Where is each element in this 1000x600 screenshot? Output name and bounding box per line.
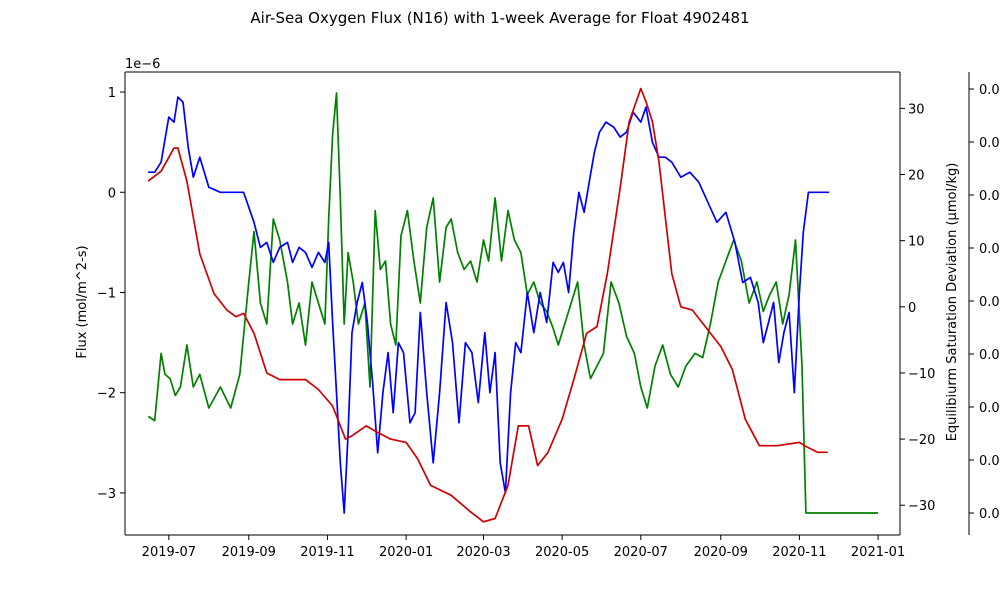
x-tick-label: 2019-07: [142, 545, 196, 560]
x-tick-label: 2020-01: [379, 545, 433, 560]
right-tick-label: 10: [908, 235, 925, 250]
chart-title: Air-Sea Oxygen Flux (N16) with 1-week Av…: [250, 9, 749, 27]
third-tick-label: 0.0: [979, 401, 1000, 416]
left-tick-label: −1: [97, 286, 116, 301]
x-tick-label: 2020-03: [456, 545, 510, 560]
right-tick-label: 0: [908, 301, 916, 316]
x-tick-label: 2020-11: [772, 545, 826, 560]
x-tick-label: 2019-11: [300, 545, 354, 560]
x-tick-label: 2021-01: [851, 545, 905, 560]
third-tick-label: 0.0: [979, 136, 1000, 151]
left-axis-offset-text: 1e−6: [125, 57, 160, 72]
right-tick-label: 20: [908, 169, 925, 184]
right-axis-label: Equilibiurm Saturation Deviation (µmol/k…: [945, 163, 960, 442]
third-tick-label: 0.0: [979, 242, 1000, 257]
left-tick-label: 1: [108, 86, 116, 101]
left-tick-label: −3: [97, 487, 116, 502]
third-series-line: [147, 92, 879, 514]
x-tick-label: 2019-09: [222, 545, 276, 560]
left-tick-label: −2: [97, 387, 116, 402]
right-tick-label: −30: [908, 499, 935, 514]
saturation-deviation-series-line: [147, 87, 828, 523]
x-tick-label: 2020-09: [694, 545, 748, 560]
left-axis-label: Flux (mol/m^2-s): [75, 245, 90, 358]
third-tick-label: 0.0: [979, 507, 1000, 522]
third-tick-label: 0.0: [979, 454, 1000, 469]
right-tick-label: −20: [908, 433, 935, 448]
third-tick-label: 0.0: [979, 83, 1000, 98]
flux-series-line: [148, 96, 830, 514]
x-tick-label: 2020-05: [535, 545, 589, 560]
third-tick-label: 0.0: [979, 295, 1000, 310]
third-tick-label: 0.0: [979, 348, 1000, 363]
right-tick-label: 30: [908, 102, 925, 117]
right-tick-label: −10: [908, 367, 935, 382]
left-tick-label: 0: [108, 186, 116, 201]
x-tick-label: 2020-07: [614, 545, 668, 560]
third-tick-label: 0.0: [979, 189, 1000, 204]
